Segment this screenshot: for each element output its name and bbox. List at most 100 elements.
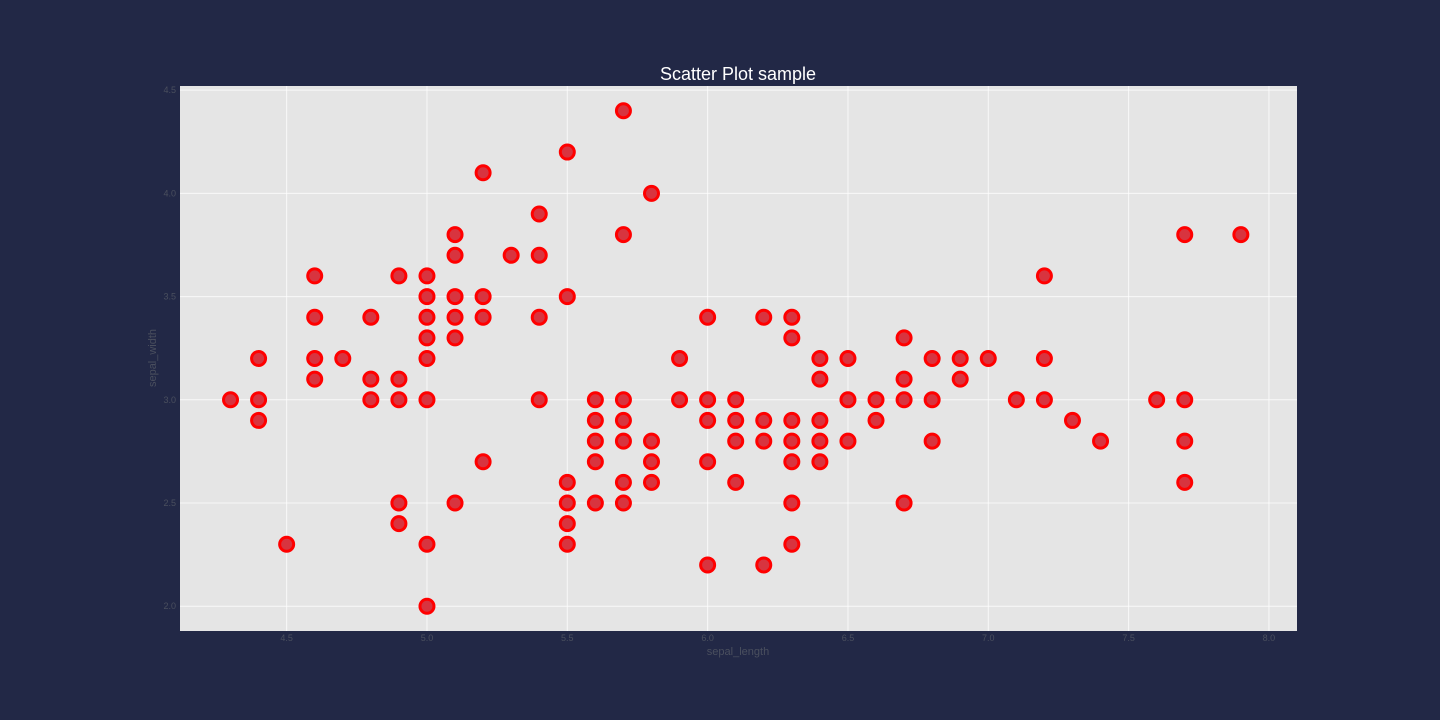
data-point <box>586 391 604 409</box>
data-point <box>418 329 436 347</box>
data-point <box>250 391 268 409</box>
data-point <box>671 350 689 367</box>
data-point <box>839 432 857 450</box>
data-point <box>727 473 745 491</box>
chart-title: Scatter Plot sample <box>660 64 816 84</box>
data-point <box>811 432 829 450</box>
data-point <box>783 453 801 471</box>
data-point <box>727 391 745 409</box>
x-tick-label: 5.0 <box>421 633 434 643</box>
data-point <box>811 370 829 388</box>
x-tick-label: 6.5 <box>842 633 855 643</box>
data-point <box>306 350 324 367</box>
x-tick-label: 6.0 <box>701 633 714 643</box>
data-point <box>1176 473 1194 491</box>
data-point <box>362 391 380 409</box>
data-point <box>278 535 296 553</box>
data-point <box>474 164 492 182</box>
data-point <box>699 556 717 574</box>
data-point <box>839 391 857 409</box>
data-point <box>839 350 857 367</box>
data-point <box>558 494 576 512</box>
x-tick-label: 7.5 <box>1122 633 1135 643</box>
data-point <box>699 453 717 471</box>
data-point <box>614 226 632 244</box>
data-point <box>699 411 717 429</box>
data-point <box>811 350 829 367</box>
data-point <box>1035 391 1053 409</box>
y-tick-label: 3.5 <box>163 292 176 302</box>
data-point <box>502 246 520 264</box>
data-point <box>530 246 548 264</box>
data-point <box>727 411 745 429</box>
data-point <box>671 391 689 409</box>
x-axis-label: sepal_length <box>707 646 769 658</box>
data-point <box>699 308 717 326</box>
data-point <box>390 370 408 388</box>
y-axis-ticks: 2.0 2.5 3.0 3.5 4.0 4.5 <box>163 85 176 611</box>
data-point <box>979 350 997 367</box>
data-point <box>474 453 492 471</box>
data-point <box>586 494 604 512</box>
y-tick-label: 4.5 <box>163 85 176 95</box>
data-point <box>895 391 913 409</box>
data-point <box>1063 411 1081 429</box>
data-point <box>614 473 632 491</box>
data-point <box>951 370 969 388</box>
data-point <box>699 391 717 409</box>
data-point <box>642 432 660 450</box>
data-point <box>642 453 660 471</box>
data-point <box>811 453 829 471</box>
data-point <box>923 350 941 367</box>
data-point <box>306 308 324 326</box>
data-point <box>614 494 632 512</box>
data-point <box>614 411 632 429</box>
data-point <box>1176 226 1194 244</box>
data-point <box>250 411 268 429</box>
data-point <box>390 515 408 533</box>
data-point <box>306 370 324 388</box>
y-tick-label: 3.0 <box>163 395 176 405</box>
y-tick-label: 4.0 <box>163 188 176 198</box>
data-point <box>614 391 632 409</box>
data-point <box>474 308 492 326</box>
data-point <box>895 494 913 512</box>
data-point <box>783 329 801 347</box>
data-point <box>250 350 268 367</box>
data-point <box>558 288 576 306</box>
data-point <box>811 411 829 429</box>
data-point <box>951 350 969 367</box>
plot-area <box>180 86 1297 631</box>
data-point <box>923 391 941 409</box>
data-point <box>1007 391 1025 409</box>
data-point <box>1176 432 1194 450</box>
data-point <box>867 411 885 429</box>
data-point <box>558 143 576 161</box>
x-tick-label: 5.5 <box>561 633 574 643</box>
y-axis-label: sepal_width <box>147 329 159 387</box>
x-axis-ticks: 4.5 5.0 5.5 6.0 6.5 7.0 7.5 8.0 <box>280 633 1275 643</box>
data-point <box>474 288 492 306</box>
data-point <box>586 432 604 450</box>
data-point <box>783 411 801 429</box>
data-point <box>783 432 801 450</box>
data-point <box>390 494 408 512</box>
data-point <box>446 308 464 326</box>
data-point <box>446 246 464 264</box>
y-tick-label: 2.0 <box>163 601 176 611</box>
data-point <box>390 267 408 285</box>
data-point <box>306 267 324 285</box>
data-point <box>642 473 660 491</box>
x-tick-label: 8.0 <box>1263 633 1276 643</box>
data-point <box>1176 391 1194 409</box>
data-point <box>783 494 801 512</box>
data-point <box>586 453 604 471</box>
data-point <box>418 350 436 367</box>
data-point <box>390 391 408 409</box>
data-point <box>418 288 436 306</box>
data-point <box>755 432 773 450</box>
data-point <box>1148 391 1166 409</box>
data-point <box>446 329 464 347</box>
data-point <box>446 288 464 306</box>
